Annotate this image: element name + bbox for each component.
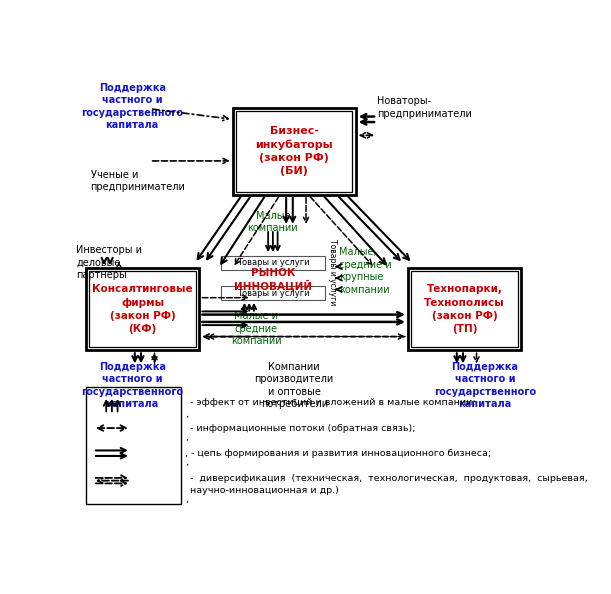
Text: Товары и услуги: Товары и услуги — [236, 289, 309, 298]
Text: Компании
производители
и оптовые
потребители: Компании производители и оптовые потреби… — [255, 362, 334, 409]
Text: Поддержка
частного и
государственного
капитала: Поддержка частного и государственного ка… — [81, 362, 183, 409]
Text: Новаторы-
предприниматели: Новаторы- предприниматели — [377, 96, 472, 119]
Text: Инвесторы и
деловые
партнеры: Инвесторы и деловые партнеры — [76, 245, 142, 280]
FancyBboxPatch shape — [221, 286, 325, 300]
Text: ,: , — [185, 432, 188, 442]
Text: ,: , — [185, 410, 188, 419]
Text: Консалтинговые
фирмы
(закон РФ)
(КФ): Консалтинговые фирмы (закон РФ) (КФ) — [92, 285, 193, 334]
Text: Товары и услуги: Товары и услуги — [327, 239, 337, 306]
FancyBboxPatch shape — [221, 256, 325, 270]
Text: Товары и услуги: Товары и услуги — [236, 258, 309, 267]
Text: Малые
компании: Малые компании — [247, 211, 298, 233]
Text: ,: , — [185, 495, 188, 504]
FancyBboxPatch shape — [233, 108, 356, 195]
Text: , - цепь формирования и развития инновационного бизнеса;: , - цепь формирования и развития инновац… — [185, 448, 491, 458]
Text: РЫНОК
ИННОВАЦИЙ: РЫНОК ИННОВАЦИЙ — [234, 268, 312, 291]
Text: - информационные потоки (обратная связь);: - информационные потоки (обратная связь)… — [190, 424, 415, 432]
Text: ,: , — [185, 458, 188, 467]
Text: Поддержка
частного и
государственного
капитала: Поддержка частного и государственного ка… — [434, 362, 536, 409]
FancyBboxPatch shape — [408, 268, 521, 350]
Text: Малые,
средние и
крупные
компании: Малые, средние и крупные компании — [339, 247, 392, 295]
Text: Малые и
средние
компании: Малые и средние компании — [231, 311, 282, 346]
Text: Бизнес-
инкубаторы
(закон РФ)
(БИ): Бизнес- инкубаторы (закон РФ) (БИ) — [255, 126, 333, 176]
FancyBboxPatch shape — [86, 387, 181, 504]
Text: научно-инновационная и др.): научно-инновационная и др.) — [190, 486, 339, 495]
Text: Технопарки,
Технополисы
(закон РФ)
(ТП): Технопарки, Технополисы (закон РФ) (ТП) — [424, 285, 505, 334]
Text: - эффект от инвестиций и вложений в малые компании;: - эффект от инвестиций и вложений в малы… — [190, 399, 475, 407]
Text: Поддержка
частного и
государственного
капитала: Поддержка частного и государственного ка… — [81, 83, 183, 130]
FancyBboxPatch shape — [86, 268, 199, 350]
Text: -  диверсификация  (техническая,  технологическая,  продуктовая,  сырьевая,: - диверсификация (техническая, технологи… — [190, 474, 588, 483]
Text: Ученые и
предприниматели: Ученые и предприниматели — [90, 170, 186, 192]
